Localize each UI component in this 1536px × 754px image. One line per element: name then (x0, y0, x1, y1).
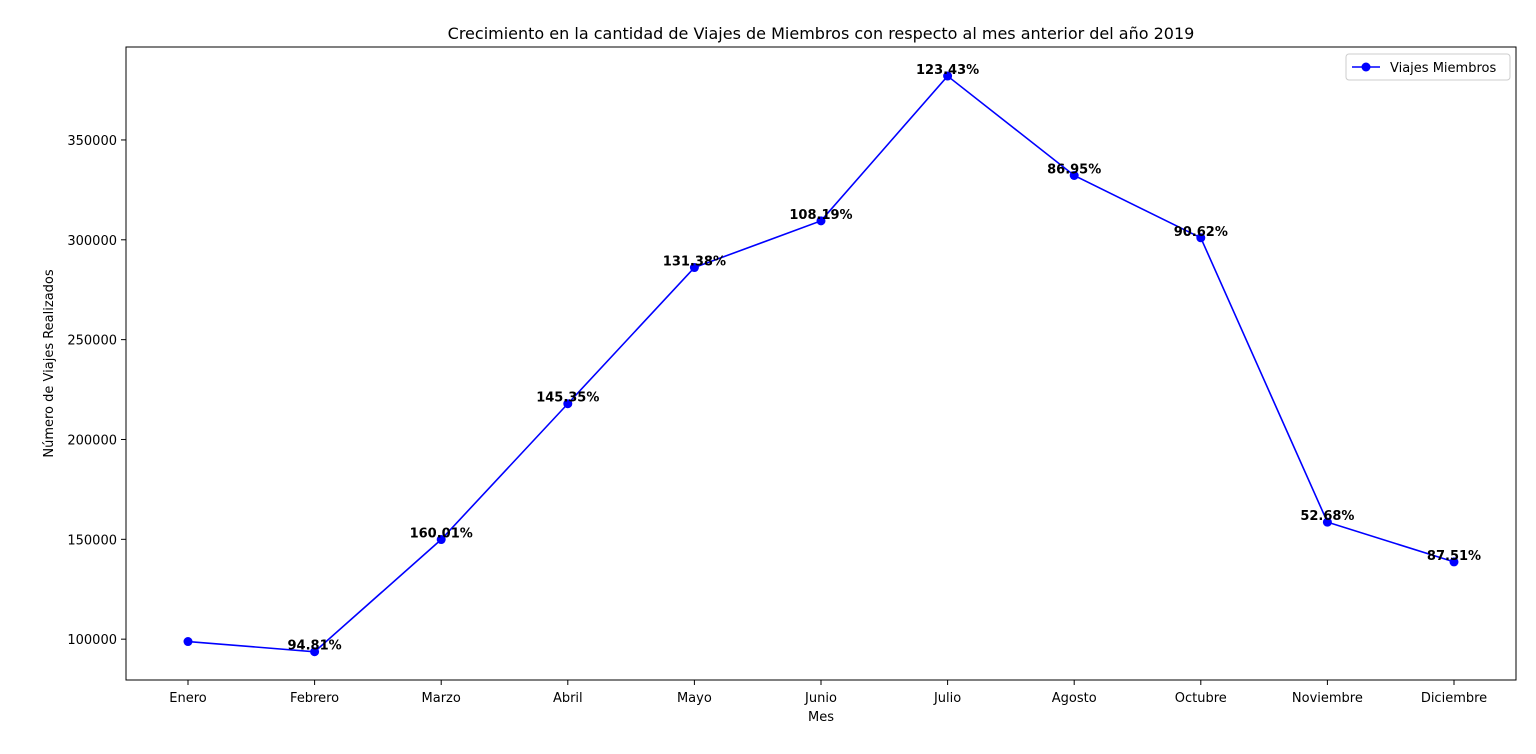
data-point (1322, 517, 1332, 527)
legend-box (1345, 53, 1511, 81)
data-label: 145.35% (536, 391, 599, 406)
x-tick-label: Abril (553, 691, 583, 706)
x-tick-label: Octubre (1175, 691, 1227, 706)
y-tick-label: 250000 (67, 334, 117, 349)
data-label: 90.62% (1174, 225, 1228, 240)
data-point (943, 71, 953, 81)
x-tick-label: Marzo (422, 691, 461, 706)
x-tick-label: Junio (804, 691, 837, 706)
data-label: 108.19% (789, 208, 852, 223)
data-point (183, 637, 193, 647)
data-point (1069, 170, 1079, 180)
plot-area: Enero Febrero Marzo Abril Mayo Junio Julio Agos… (67, 46, 1517, 706)
data-point (1449, 557, 1459, 567)
y-tick-label: 300000 (67, 234, 117, 249)
data-label: 131.38% (663, 255, 726, 270)
data-label: 87.51% (1427, 549, 1481, 564)
data-label-layer: 94.81% 160.01% 145.35% 131.38% 108.19% 123.43… (288, 63, 1482, 654)
x-axis-title: Mes (808, 710, 834, 725)
chart-title: Crecimiento en la cantidad de Viajes de … (448, 24, 1195, 43)
x-tick-label: Diciembre (1421, 691, 1487, 706)
data-point (1196, 233, 1206, 243)
x-tick-label: Enero (169, 691, 207, 706)
data-point (436, 535, 446, 545)
y-axis-title: Número de Viajes Realizados (42, 269, 57, 457)
x-tick-label: Noviembre (1292, 691, 1363, 706)
series-layer (183, 71, 1459, 657)
y-tick-label: 150000 (67, 533, 117, 548)
y-tick-label: 200000 (67, 433, 117, 448)
data-label: 86.95% (1047, 162, 1101, 177)
legend-marker (1361, 62, 1371, 72)
legend: Viajes Miembros (1345, 53, 1511, 81)
legend-entry-label: Viajes Miembros (1390, 61, 1496, 76)
data-point (563, 399, 573, 409)
x-axis: Enero Febrero Marzo Abril Mayo Junio Julio Agos… (169, 680, 1487, 706)
data-label: 52.68% (1300, 509, 1354, 524)
x-tick-label: Febrero (290, 691, 339, 706)
y-tick-label: 350000 (67, 134, 117, 149)
y-tick-label: 100000 (67, 633, 117, 648)
data-point (816, 216, 826, 226)
x-tick-label: Mayo (677, 691, 712, 706)
data-point (310, 647, 320, 657)
data-label: 94.81% (288, 639, 342, 654)
x-tick-label: Agosto (1052, 691, 1097, 706)
data-label: 123.43% (916, 63, 979, 78)
y-axis: 100000 150000 200000 250000 300000 350000 (67, 134, 126, 648)
data-point (689, 263, 699, 273)
x-tick-label: Julio (933, 691, 961, 706)
data-label: 160.01% (410, 527, 473, 542)
